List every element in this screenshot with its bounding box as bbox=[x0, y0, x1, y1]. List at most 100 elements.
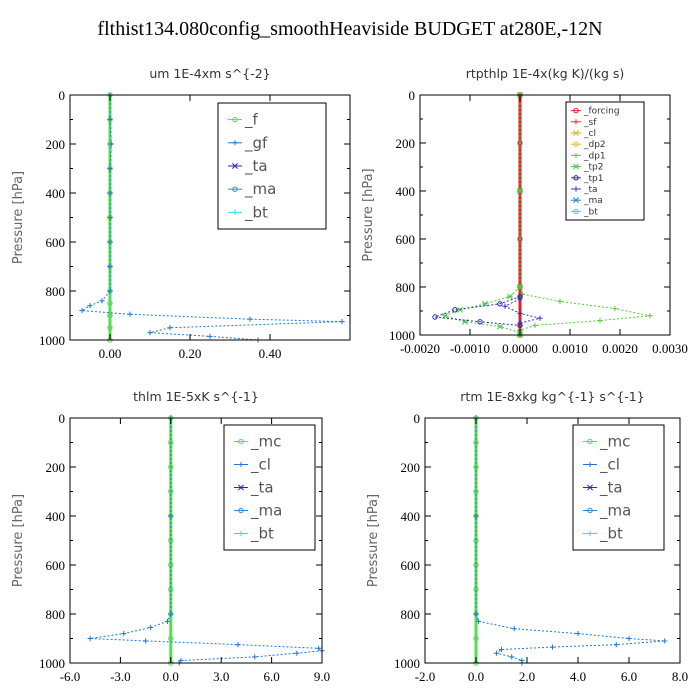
figure-title: flthist134.080config_smoothHeaviside BUD… bbox=[97, 18, 603, 40]
x-tick-label: 0.0 bbox=[163, 669, 179, 684]
data-point bbox=[107, 165, 113, 172]
y-tick-label: 600 bbox=[46, 235, 66, 250]
legend-marker bbox=[573, 175, 579, 181]
data-point bbox=[294, 650, 300, 656]
series-line bbox=[90, 418, 324, 664]
y-axis-label: Pressure [hPa] bbox=[11, 171, 26, 264]
series-mc bbox=[473, 415, 479, 666]
x-tick-label: 6.0 bbox=[263, 669, 279, 684]
legend-marker bbox=[238, 507, 244, 514]
legend-label: _cl bbox=[250, 456, 271, 475]
data-point bbox=[168, 488, 174, 495]
legend-label: _gf bbox=[244, 134, 268, 153]
legend-marker bbox=[573, 163, 579, 170]
data-point bbox=[482, 300, 488, 307]
y-tick-label: 600 bbox=[46, 558, 66, 573]
y-tick-label: 1000 bbox=[39, 333, 65, 348]
data-point bbox=[473, 488, 479, 495]
legend-marker bbox=[573, 186, 579, 192]
panel-1: um 1E-4xm s^{-2} Pressure [hPa] 0 200 400 600… bbox=[11, 66, 351, 361]
data-point bbox=[247, 316, 253, 322]
legend-label: _bt bbox=[250, 525, 274, 544]
data-point bbox=[473, 439, 479, 446]
legend-label: _sf bbox=[583, 118, 597, 128]
series-line bbox=[443, 95, 521, 335]
legend-label: _ma bbox=[583, 196, 603, 206]
data-point bbox=[537, 315, 543, 321]
panel-title: thlm 1E-5xK s^{-1} bbox=[133, 389, 259, 404]
y-axis-label: Pressure [hPa] bbox=[361, 168, 376, 261]
x-tick-label: 0.0020 bbox=[602, 341, 638, 356]
legend-label: _forcing bbox=[583, 107, 620, 117]
x-tick-label: 0.0000 bbox=[502, 341, 538, 356]
y-tick-label: 1000 bbox=[394, 656, 420, 671]
data-point bbox=[511, 626, 517, 632]
legend-label: _tp2 bbox=[583, 163, 603, 173]
legend-marker bbox=[587, 438, 593, 445]
x-tick-label: -6.0 bbox=[60, 669, 81, 684]
legend-marker bbox=[573, 130, 579, 136]
legend-marker bbox=[573, 141, 579, 147]
y-axis-label: Pressure [hPa] bbox=[11, 494, 26, 587]
data-point bbox=[473, 464, 479, 470]
series-cl bbox=[87, 415, 325, 666]
y-tick-label: 400 bbox=[396, 184, 416, 199]
legend-marker bbox=[238, 484, 244, 491]
legend-marker bbox=[238, 438, 244, 445]
legend-label: _cl bbox=[599, 456, 620, 475]
data-point bbox=[107, 116, 113, 123]
data-point bbox=[517, 296, 523, 302]
data-point bbox=[99, 298, 105, 304]
legend-label: _mc bbox=[599, 433, 630, 452]
legend-label: _f bbox=[244, 111, 259, 130]
y-tick-label: 400 bbox=[46, 509, 66, 524]
y-tick-label: 800 bbox=[46, 284, 66, 299]
data-point bbox=[107, 239, 113, 245]
x-tick-label: -0.0020 bbox=[400, 341, 440, 356]
data-point bbox=[532, 322, 538, 328]
data-point bbox=[473, 611, 479, 617]
legend-label: _ta bbox=[244, 157, 268, 176]
y-tick-label: 800 bbox=[401, 607, 421, 622]
legend-marker bbox=[573, 208, 579, 215]
legend: _mc _cl _ta _ma _bt bbox=[572, 424, 665, 551]
legend-label: _bt bbox=[244, 203, 268, 222]
legend: _forcing_sf_cl_dp2_dp1 _tp2_tp1_ta_ma_bt bbox=[565, 101, 645, 221]
data-point bbox=[316, 645, 322, 651]
legend-marker bbox=[232, 140, 238, 146]
legend-label: _ta bbox=[250, 479, 274, 498]
data-point bbox=[143, 638, 149, 644]
legend-label: _tp1 bbox=[583, 174, 603, 184]
legend-label: _bt bbox=[599, 525, 623, 544]
data-point bbox=[475, 618, 482, 624]
y-tick-label: 0 bbox=[59, 411, 66, 426]
y-tick-label: 1000 bbox=[389, 328, 415, 343]
legend-marker bbox=[573, 197, 579, 204]
data-point bbox=[497, 301, 503, 307]
data-point bbox=[339, 319, 345, 325]
series-cl bbox=[473, 415, 668, 666]
data-point bbox=[509, 654, 515, 660]
data-point bbox=[107, 325, 113, 331]
data-point bbox=[507, 293, 513, 300]
legend-marker bbox=[573, 119, 579, 125]
data-point bbox=[473, 635, 479, 642]
legend-marker bbox=[232, 186, 238, 192]
legend-label: _dp1 bbox=[583, 151, 606, 161]
y-tick-label: 200 bbox=[396, 136, 416, 151]
data-point bbox=[107, 312, 113, 319]
x-tick-label: 0.0030 bbox=[652, 341, 688, 356]
y-axis-label: Pressure [hPa] bbox=[366, 494, 381, 587]
x-tick-label: 0.20 bbox=[179, 346, 202, 361]
y-tick-label: 600 bbox=[401, 558, 421, 573]
x-tick-label: 0.0 bbox=[468, 669, 484, 684]
data-point bbox=[477, 319, 483, 325]
legend-marker bbox=[573, 107, 579, 114]
data-point bbox=[473, 513, 479, 519]
x-tick-label: -0.0010 bbox=[450, 341, 490, 356]
series-line bbox=[434, 296, 521, 326]
series-line bbox=[503, 298, 541, 324]
legend: _mc _cl _ta _ma _bt bbox=[223, 424, 316, 551]
series-tp1 bbox=[432, 293, 523, 329]
